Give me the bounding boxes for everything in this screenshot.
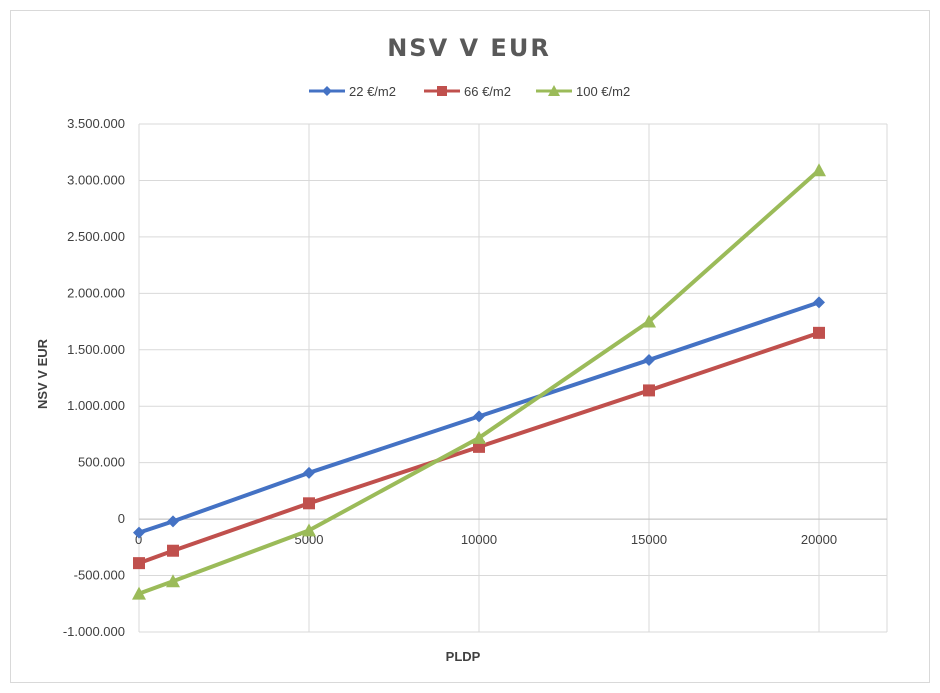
legend-label: 22 €/m2 [349, 84, 396, 99]
series-line [138, 168, 821, 596]
x-tick-label: 20000 [801, 532, 837, 547]
legend-item: 22 €/m2 [309, 84, 396, 99]
y-tick-label: -500.000 [74, 568, 125, 583]
data-point [302, 523, 316, 537]
data-point [472, 430, 486, 444]
data-point [473, 410, 485, 423]
x-tick-label: 5000 [295, 532, 324, 547]
series [132, 163, 826, 600]
data-point [133, 526, 145, 539]
x-tick-label: 10000 [461, 532, 497, 547]
y-tick-label: 500.000 [78, 455, 125, 470]
series [133, 326, 825, 570]
y-tick-label: 3.000.000 [67, 172, 125, 187]
data-point [643, 384, 655, 397]
chart-title: NSV V EUR [387, 34, 551, 62]
x-tick-label: 0 [135, 532, 142, 547]
data-point [133, 557, 145, 570]
y-tick-label: 0 [118, 511, 125, 526]
x-axis-tick-labels: 0 5000 10000 15000 20000 [135, 532, 837, 547]
data-point [132, 586, 146, 600]
data-point [167, 544, 179, 557]
data-point [473, 440, 485, 453]
series [133, 296, 825, 539]
data-point [642, 314, 656, 328]
legend-marker [548, 85, 560, 96]
series-line [138, 300, 820, 535]
y-tick-label: 1.500.000 [67, 342, 125, 357]
x-axis-title: PLDP [446, 649, 481, 664]
y-axis-tick-labels: -1.000.000 -500.000 0 500.000 1.000.000 1.500… [63, 116, 125, 639]
y-tick-label: 2.000.000 [67, 285, 125, 300]
series-layer [132, 163, 826, 600]
y-tick-label: -1.000.000 [63, 624, 125, 639]
legend-label: 100 €/m2 [576, 84, 630, 99]
y-tick-label: 1.000.000 [67, 398, 125, 413]
data-point [303, 497, 315, 510]
legend-item: 100 €/m2 [536, 84, 630, 99]
legend-item: 66 €/m2 [424, 84, 511, 99]
y-tick-label: 3.500.000 [67, 116, 125, 131]
data-point [813, 296, 825, 309]
y-axis-title: NSV V EUR [35, 338, 50, 409]
data-point [812, 163, 826, 177]
data-point [303, 466, 315, 479]
data-point [166, 574, 180, 588]
line-chart: NSV V EUR 22 €/m2 66 €/m2 100 €/m2 -1.000.… [35, 34, 888, 664]
data-point [643, 353, 655, 366]
data-point [813, 326, 825, 339]
legend: 22 €/m2 66 €/m2 100 €/m2 [309, 84, 630, 99]
legend-label: 66 €/m2 [464, 84, 511, 99]
legend-marker [437, 86, 447, 96]
legend-marker [322, 86, 332, 96]
gridlines [138, 123, 888, 633]
data-point [167, 515, 179, 528]
y-tick-label: 2.500.000 [67, 229, 125, 244]
chart-area: NSV V EUR 22 €/m2 66 €/m2 100 €/m2 -1.000.… [10, 10, 930, 683]
x-tick-label: 15000 [631, 532, 667, 547]
